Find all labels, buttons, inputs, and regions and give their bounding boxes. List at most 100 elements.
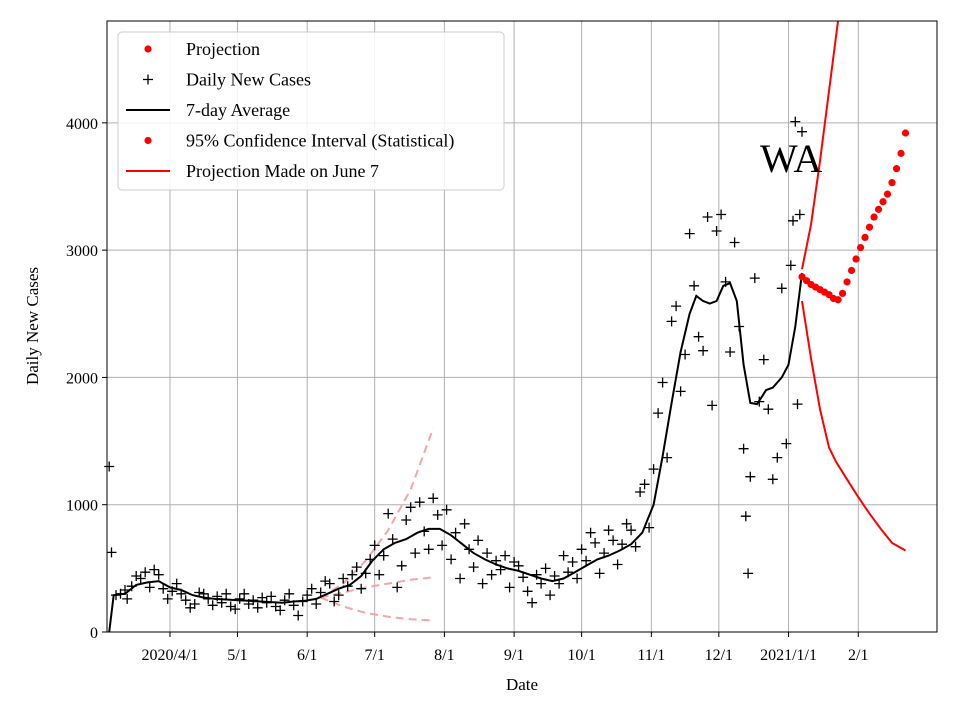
daily-case-marker (671, 301, 682, 312)
daily-case-marker (729, 237, 740, 248)
projection-dot (834, 296, 842, 304)
daily-case-marker (365, 554, 376, 565)
legend-label: 7-day Average (186, 100, 290, 120)
daily-case-marker (284, 588, 295, 599)
daily-case-marker (437, 540, 448, 551)
x-axis-label: Date (506, 675, 538, 694)
daily-case-marker (518, 572, 529, 583)
daily-case-marker (720, 276, 731, 287)
daily-case-marker (599, 548, 610, 559)
daily-case-marker (790, 116, 801, 127)
daily-case-marker (423, 544, 434, 555)
daily-case-marker (781, 438, 792, 449)
daily-case-marker (711, 226, 722, 236)
x-tick-label: 9/1 (504, 647, 524, 664)
daily-case-marker (590, 537, 601, 548)
daily-case-marker (351, 562, 362, 573)
x-tick-label: 7/1 (364, 647, 384, 664)
legend-label: Projection Made on June 7 (186, 161, 379, 181)
daily-case-marker (135, 573, 146, 584)
daily-case-marker (111, 590, 121, 601)
daily-case-marker (378, 550, 389, 561)
daily-case-marker (302, 590, 313, 601)
ci-upper-line (801, 20, 839, 270)
daily-case-marker (745, 471, 756, 482)
daily-case-marker (392, 582, 403, 593)
x-tick-label: 11/1 (637, 647, 665, 664)
projection-dot (874, 205, 883, 213)
daily-case-marker (581, 555, 592, 566)
daily-case-marker (441, 504, 452, 515)
daily-case-marker (203, 593, 214, 604)
daily-case-marker (455, 573, 466, 584)
daily-case-marker (329, 596, 340, 607)
x-tick-label: 5/1 (227, 647, 247, 664)
projection-dot (892, 165, 901, 173)
daily-case-marker (347, 569, 358, 580)
y-tick-label: 4000 (66, 116, 98, 133)
daily-case-marker (212, 591, 223, 602)
daily-case-marker (257, 592, 268, 603)
daily-case-marker (785, 260, 796, 271)
daily-case-marker (513, 560, 524, 571)
daily-case-marker (356, 583, 367, 594)
daily-case-marker (572, 573, 583, 584)
daily-case-marker (234, 593, 245, 604)
daily-case-marker (772, 452, 783, 463)
projection-dot (888, 179, 896, 187)
daily-case-marker (387, 534, 398, 545)
daily-case-marker (531, 569, 542, 580)
daily-case-marker (639, 479, 650, 490)
daily-case-marker (383, 508, 394, 519)
daily-case-marker (754, 396, 765, 407)
daily-case-marker (140, 567, 151, 578)
daily-case-marker (320, 576, 331, 587)
daily-case-marker (279, 595, 290, 606)
daily-case-marker (266, 591, 277, 602)
daily-case-marker (495, 564, 506, 575)
plot-frame (106, 20, 938, 633)
daily-case-marker (126, 581, 137, 592)
daily-case-marker (311, 599, 322, 609)
daily-case-marker (338, 573, 349, 584)
seven-day-average-line (108, 272, 803, 633)
daily-case-marker (396, 560, 407, 571)
daily-case-marker (410, 548, 421, 559)
daily-case-marker (459, 518, 470, 529)
daily-case-marker (122, 593, 133, 604)
daily-case-marker (158, 583, 169, 594)
daily-case-marker (153, 569, 164, 580)
ci-lower-line (801, 300, 906, 552)
x-tick-label: 6/1 (297, 647, 317, 664)
daily-case-marker (104, 461, 115, 472)
legend-label: Projection (186, 39, 260, 59)
daily-case-marker (171, 578, 182, 589)
daily-case-marker (635, 487, 646, 497)
daily-case-marker (536, 578, 547, 589)
daily-case-marker (144, 582, 155, 593)
daily-case-marker (743, 568, 754, 579)
daily-case-marker (594, 568, 605, 579)
daily-case-marker (120, 585, 130, 595)
legend: Projection Daily New Cases 7-day Average 95… (117, 31, 505, 191)
june-projection-line (320, 427, 435, 599)
projection-dot (838, 289, 847, 298)
y-tick-label: 1000 (66, 498, 98, 515)
daily-case-marker (740, 511, 751, 522)
confidence-interval-lines (801, 20, 906, 552)
projection-dot (861, 233, 869, 241)
daily-case-marker (450, 527, 461, 538)
daily-case-marker (792, 399, 803, 410)
daily-case-marker (468, 562, 479, 573)
daily-case-marker (297, 596, 308, 607)
seven-day-average-layer (108, 272, 803, 633)
daily-case-marker (549, 571, 560, 581)
projection-dot (852, 255, 860, 263)
daily-case-marker (189, 599, 200, 609)
daily-case-marker (522, 586, 533, 597)
projection-dot (883, 190, 892, 198)
daily-case-marker (797, 126, 807, 137)
daily-case-marker (225, 601, 236, 612)
projection-dots (798, 129, 910, 304)
daily-case-marker (315, 587, 326, 598)
